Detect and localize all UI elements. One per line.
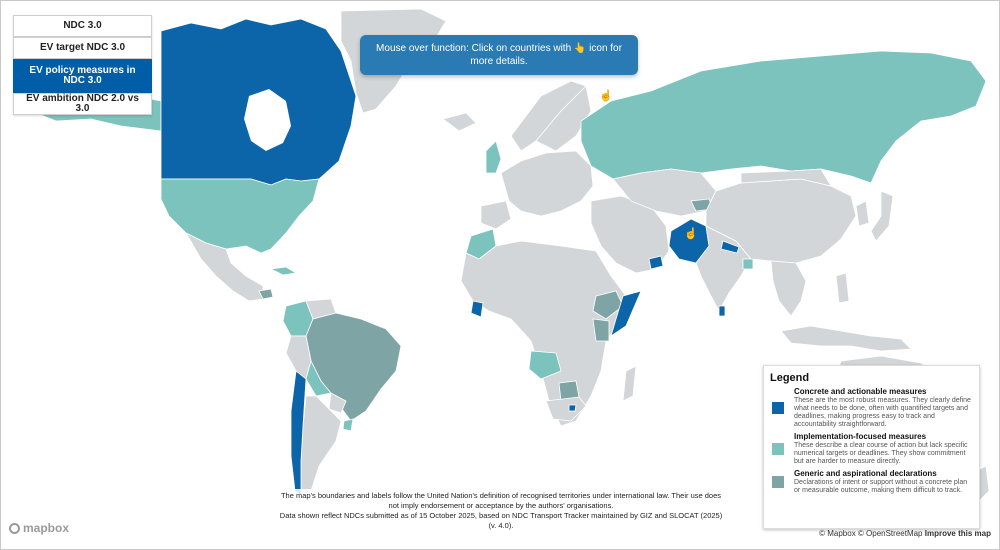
- country-spain[interactable]: [480, 200, 512, 230]
- country-paraguay[interactable]: [328, 392, 347, 414]
- country-south-africa[interactable]: [545, 396, 587, 422]
- region-southeast-asia[interactable]: [770, 260, 807, 317]
- country-japan[interactable]: [870, 190, 894, 242]
- country-sri-lanka[interactable]: [718, 305, 726, 317]
- legend: Legend Concrete and actionable measures …: [763, 365, 980, 529]
- country-ethiopia[interactable]: [592, 290, 624, 320]
- legend-item-generic: Generic and aspirational declarations De…: [770, 468, 973, 495]
- legend-heading: Generic and aspirational declarations: [794, 468, 937, 478]
- tab-ev-target-ndc-3[interactable]: EV target NDC 3.0: [13, 37, 152, 59]
- disclaimer-line-1: The map's boundaries and labels follow t…: [280, 491, 722, 511]
- country-uruguay[interactable]: [342, 418, 354, 432]
- legend-heading: Implementation-focused measures: [794, 431, 927, 441]
- country-uk[interactable]: [485, 140, 502, 174]
- map-disclaimer: The map's boundaries and labels follow t…: [269, 489, 733, 539]
- tab-ev-ambition[interactable]: EV ambition NDC 2.0 vs 3.0: [13, 93, 152, 115]
- country-mongolia[interactable]: [740, 168, 832, 187]
- country-iceland[interactable]: [442, 112, 477, 132]
- pointing-hand-icon[interactable]: ☝: [599, 88, 613, 102]
- legend-item-concrete: Concrete and actionable measures These a…: [770, 387, 973, 429]
- country-bolivia[interactable]: [305, 359, 332, 397]
- mapbox-logo[interactable]: mapbox: [9, 521, 69, 535]
- legend-description: Declarations of intent or support withou…: [794, 478, 968, 494]
- mouseover-info-box: Mouse over function: Click on countries …: [360, 35, 638, 75]
- tab-ndc-3[interactable]: NDC 3.0: [13, 15, 152, 37]
- country-cuba[interactable]: [269, 266, 298, 276]
- region-europe[interactable]: [500, 150, 594, 217]
- country-honduras[interactable]: [258, 288, 274, 300]
- country-madagascar[interactable]: [622, 365, 637, 402]
- mapbox-logo-text: mapbox: [23, 521, 70, 535]
- country-angola[interactable]: [528, 350, 562, 380]
- region-indonesia[interactable]: [780, 325, 912, 352]
- legend-description: These describe a clear course of action …: [794, 441, 968, 465]
- improve-map-link[interactable]: Improve this map: [924, 529, 991, 538]
- country-usa[interactable]: [160, 178, 320, 254]
- mapbox-icon: [9, 522, 20, 534]
- country-liberia[interactable]: [470, 300, 484, 318]
- country-korea[interactable]: [855, 200, 870, 227]
- tab-ev-policy-measures[interactable]: EV policy measures in NDC 3.0: [13, 59, 152, 93]
- legend-item-implementation: Implementation-focused measures These de…: [770, 431, 973, 466]
- hudson-bay: [244, 89, 291, 151]
- attribution-text[interactable]: © Mapbox © OpenStreetMap: [819, 529, 923, 538]
- legend-heading: Concrete and actionable measures: [794, 387, 927, 396]
- country-bangladesh[interactable]: [742, 258, 754, 270]
- legend-swatch-concrete: [772, 402, 784, 415]
- country-somalia[interactable]: [610, 290, 642, 337]
- disclaimer-line-2: Data shown reflect NDCs submitted as of …: [279, 511, 723, 531]
- country-nepal[interactable]: [720, 240, 740, 254]
- view-tabs: NDC 3.0 EV target NDC 3.0 EV policy meas…: [13, 15, 152, 115]
- pointing-hand-icon[interactable]: ☝: [684, 226, 698, 240]
- region-africa[interactable]: [460, 240, 627, 427]
- country-philippines[interactable]: [835, 272, 850, 304]
- info-text-after: icon for more details.: [470, 42, 622, 68]
- legend-description: These are the most robust measures. They…: [794, 396, 971, 428]
- legend-title: Legend: [770, 372, 810, 384]
- country-sweden-finland[interactable]: [535, 85, 592, 152]
- country-kenya[interactable]: [592, 318, 610, 342]
- country-russia[interactable]: [580, 50, 987, 184]
- legend-swatch-generic: [772, 476, 784, 489]
- map-attribution: © Mapbox © OpenStreetMap Improve this ma…: [819, 529, 991, 538]
- pointing-hand-icon: 👆: [573, 42, 587, 54]
- country-oman[interactable]: [648, 255, 664, 270]
- legend-swatch-implementation: [772, 443, 784, 456]
- country-lesotho[interactable]: [568, 404, 577, 412]
- info-text-before: Mouse over function: Click on countries …: [376, 42, 572, 54]
